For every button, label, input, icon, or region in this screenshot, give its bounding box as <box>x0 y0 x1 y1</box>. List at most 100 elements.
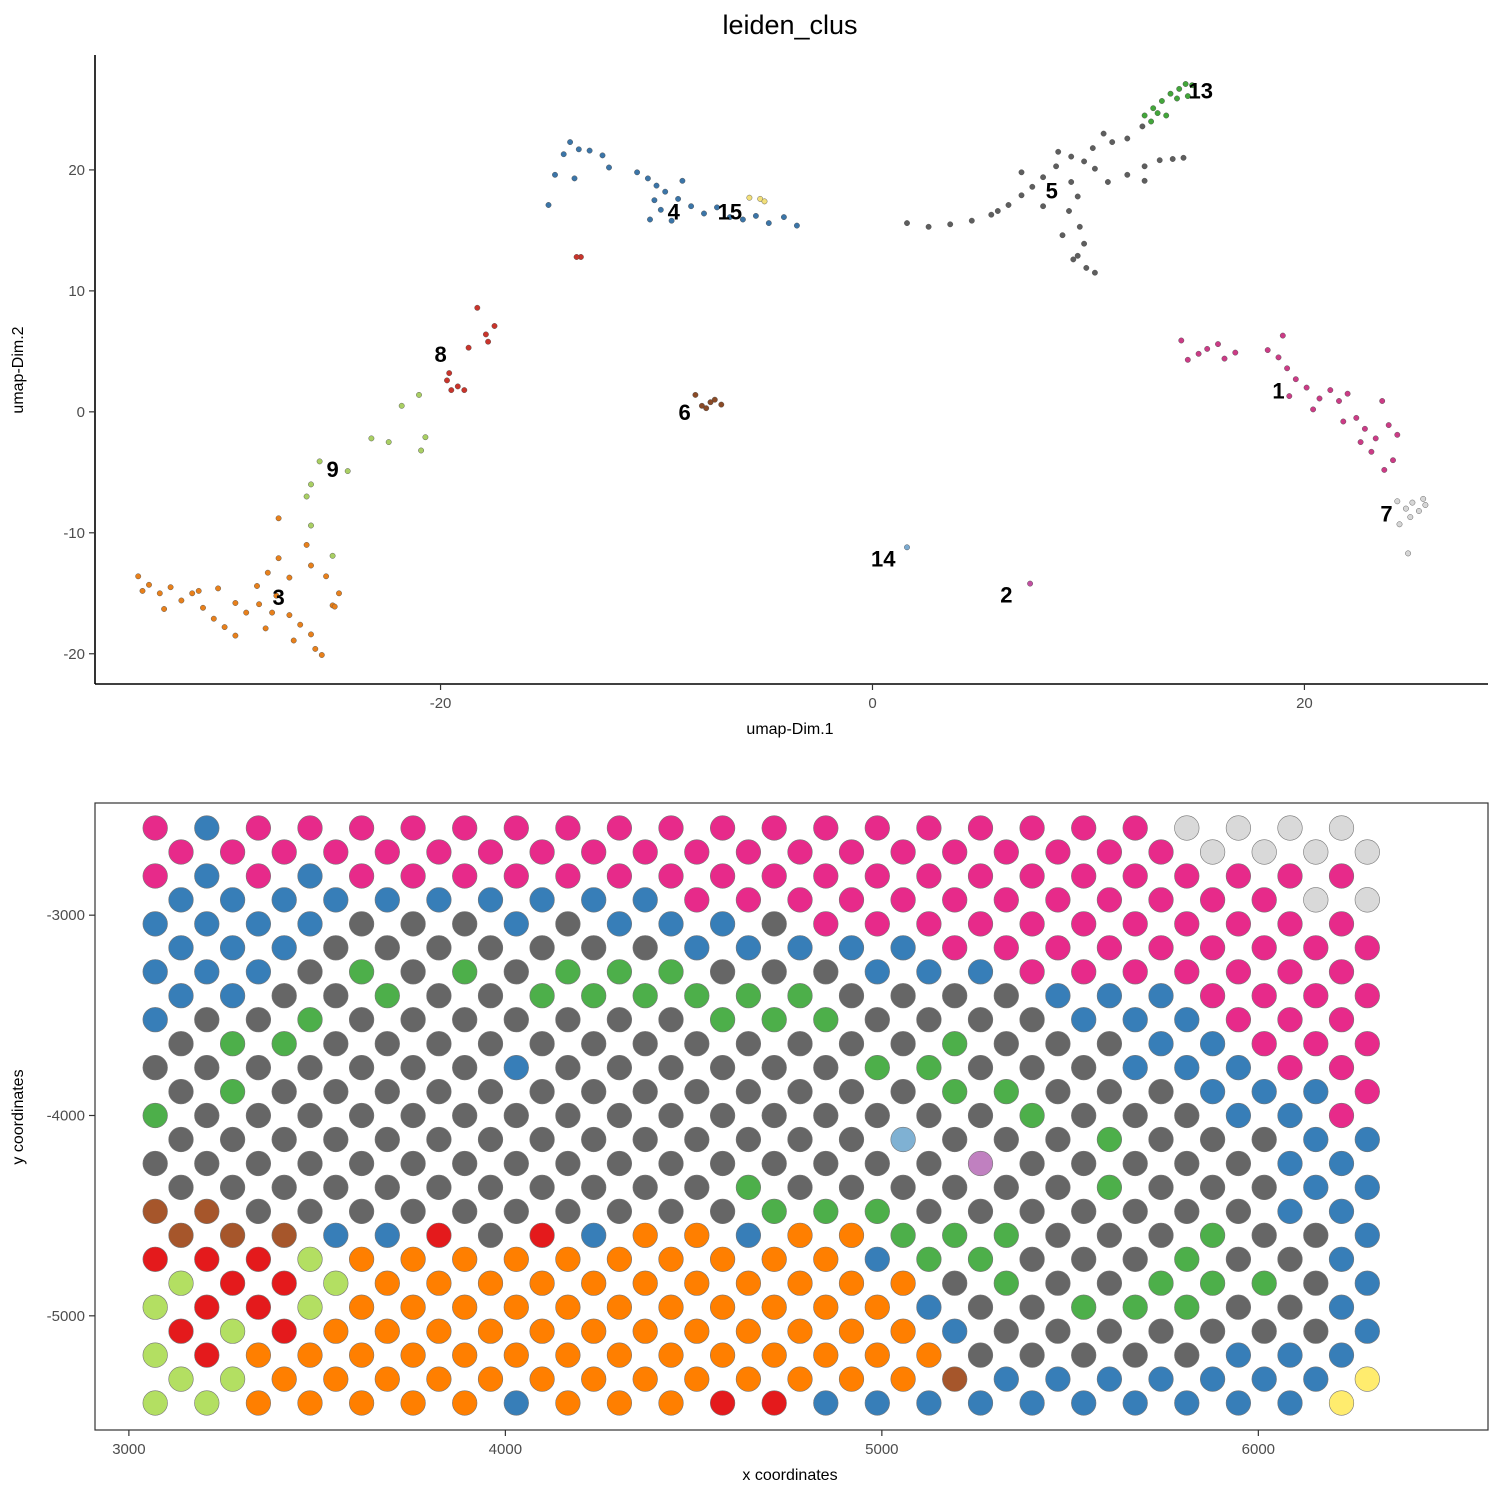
spatial-spot <box>323 1031 349 1057</box>
spatial-spot <box>503 959 529 985</box>
umap-point-cluster-3 <box>200 604 206 611</box>
umap-point-cluster-1 <box>1372 435 1379 442</box>
umap-point-cluster-7 <box>1407 514 1414 520</box>
umap-point-cluster-1 <box>1195 350 1202 357</box>
spatial-spot <box>349 1246 375 1272</box>
spatial-spot <box>684 935 710 961</box>
spatial-spot <box>709 911 736 937</box>
spatial-spot <box>271 1222 297 1248</box>
spatial-spot <box>916 1294 942 1320</box>
spatial-spot <box>1303 1031 1329 1057</box>
spatial-spot <box>632 1222 658 1248</box>
umap-cluster-label-2: 2 <box>1000 583 1012 608</box>
umap-cluster-label-5: 5 <box>1046 179 1058 204</box>
spatial-spot <box>890 1126 916 1153</box>
spatial-spot <box>400 911 426 937</box>
spatial-spot <box>1251 1366 1277 1392</box>
umap-point-cluster-13 <box>1167 90 1174 97</box>
spatial-spot <box>632 1366 658 1392</box>
spatial-spot <box>1225 959 1251 985</box>
spatial-spot <box>684 1174 710 1200</box>
spatial-spot <box>632 1174 658 1200</box>
spatial-spot <box>323 887 349 913</box>
spatial-spot <box>1071 1246 1097 1272</box>
spatial-spot <box>1148 1318 1174 1344</box>
spatial-spot <box>1019 1390 1045 1416</box>
spatial-spot <box>606 959 633 985</box>
spatial-spot <box>1303 1270 1329 1296</box>
spatial-spot <box>1122 959 1148 985</box>
spatial-spot <box>787 1126 813 1153</box>
umap-point-cluster-1 <box>1286 393 1293 399</box>
spatial-spot <box>581 1126 607 1153</box>
spatial-spot <box>993 1366 1019 1392</box>
umap-cluster-label-3: 3 <box>272 585 284 610</box>
spatial-spot <box>555 1198 581 1224</box>
umap-point-cluster-3 <box>312 646 319 652</box>
spatial-spot <box>1071 1150 1097 1177</box>
spatial-spot <box>761 1198 787 1224</box>
umap-point-cluster-4 <box>571 175 578 182</box>
spatial-spot <box>142 959 168 985</box>
spatial-spot <box>761 911 787 937</box>
umap-point-cluster-5 <box>1018 169 1025 176</box>
umap-cluster-label-13: 13 <box>1189 78 1213 103</box>
spatial-spot <box>735 839 762 865</box>
umap-point-cluster-7 <box>1405 550 1412 557</box>
spatial-spot <box>1354 1126 1380 1153</box>
spatial-spot <box>658 1246 684 1272</box>
spatial-spot <box>1225 1342 1251 1368</box>
spatial-spot <box>813 959 839 985</box>
spatial-spot <box>400 1246 426 1272</box>
spatial-spot <box>245 1054 271 1081</box>
spatial-y-axis-label: y coordinates <box>10 1069 27 1164</box>
spatial-spot <box>1122 1102 1148 1129</box>
spatial-spot <box>1122 1390 1148 1416</box>
umap-point-cluster-5 <box>1074 252 1081 259</box>
spatial-spot <box>452 911 478 937</box>
spatial-panel-border <box>94 802 1489 1431</box>
spatial-spot <box>1328 1246 1355 1272</box>
spatial-spot <box>1354 983 1380 1009</box>
spatial-spot <box>168 1366 194 1392</box>
spatial-spot <box>1174 863 1200 889</box>
spatial-spot <box>374 1270 400 1296</box>
spatial-spot <box>555 1150 581 1177</box>
spatial-spot <box>1122 1342 1148 1368</box>
spatial-spot <box>142 1198 168 1224</box>
spatial-spot <box>220 983 246 1009</box>
umap-point-cluster-5 <box>1141 163 1148 170</box>
spatial-spot <box>142 911 168 937</box>
spatial-spot <box>503 1007 529 1033</box>
spatial-spot <box>1328 1007 1355 1033</box>
umap-cluster-label-9: 9 <box>326 457 338 482</box>
spatial-spot <box>426 935 452 961</box>
spatial-spot <box>297 1054 323 1081</box>
spatial-spot <box>1071 911 1097 937</box>
spatial-spot <box>709 815 736 841</box>
spatial-spot <box>606 911 633 937</box>
umap-point-cluster-1 <box>1385 422 1392 428</box>
umap-point-cluster-1 <box>1284 365 1291 372</box>
spatial-spot <box>916 911 942 937</box>
umap-point-cluster-3 <box>178 597 185 604</box>
umap-point-cluster-1 <box>1344 390 1351 397</box>
spatial-spot <box>916 1390 942 1416</box>
spatial-spot <box>942 1174 968 1200</box>
umap-point-cluster-1 <box>1336 398 1342 404</box>
spatial-spot <box>1303 1126 1329 1153</box>
spatial-spot <box>1303 887 1329 913</box>
umap-cluster-label-1: 1 <box>1272 378 1284 403</box>
umap-point-cluster-7 <box>1422 502 1429 508</box>
spatial-spot <box>194 911 220 937</box>
spatial-spot <box>142 1390 168 1416</box>
spatial-spot <box>503 1150 529 1177</box>
umap-point-cluster-5 <box>1156 157 1163 164</box>
spatial-spot <box>735 983 762 1009</box>
spatial-spot <box>1277 1294 1303 1320</box>
umap-point-cluster-4 <box>653 182 660 189</box>
spatial-spot <box>735 1126 762 1153</box>
umap-point-cluster-5 <box>1070 256 1077 263</box>
umap-point-cluster-13 <box>1159 98 1165 104</box>
